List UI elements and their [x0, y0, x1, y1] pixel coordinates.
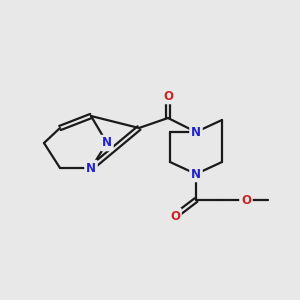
Text: O: O	[170, 209, 180, 223]
Text: N: N	[191, 125, 201, 139]
Text: N: N	[102, 136, 112, 149]
Text: N: N	[191, 167, 201, 181]
Text: O: O	[163, 89, 173, 103]
Text: O: O	[241, 194, 251, 206]
Text: N: N	[86, 161, 96, 175]
